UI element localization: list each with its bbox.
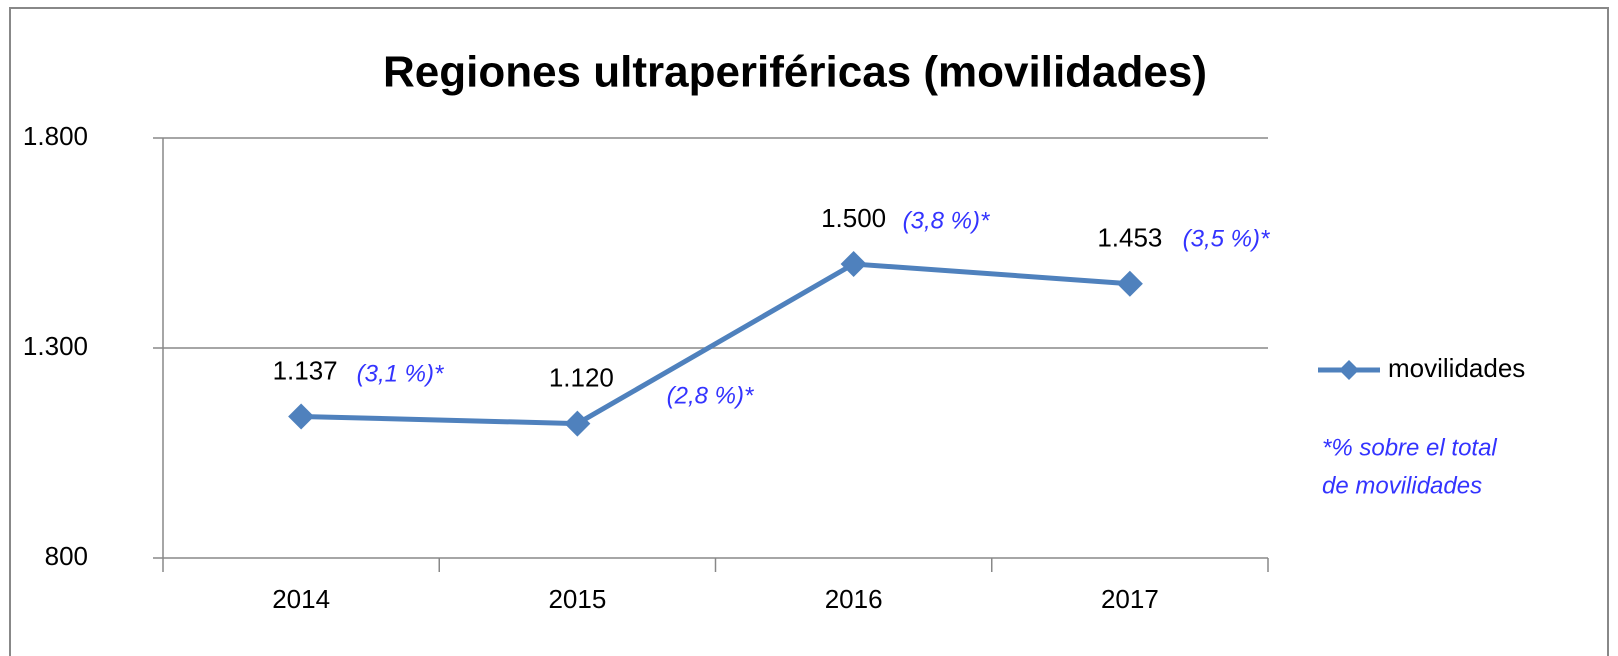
footnote: *% sobre el total xyxy=(1322,434,1497,461)
legend-label: movilidades xyxy=(1388,353,1525,383)
chart-frame xyxy=(9,7,1609,656)
marker xyxy=(1116,270,1143,297)
footnote: de movilidades xyxy=(1322,472,1482,499)
y-tick-label: 1.300 xyxy=(23,331,88,361)
series-line xyxy=(301,261,1131,427)
annotation: (3,5 %)* xyxy=(1183,225,1270,252)
data-label: 1.453 xyxy=(1097,223,1162,253)
chart-title: Regiones ultraperiféricas (movilidades) xyxy=(383,48,1207,97)
marker xyxy=(564,410,591,437)
y-tick-label: 1.800 xyxy=(23,121,88,151)
legend-marker xyxy=(1339,360,1359,380)
y-tick-label: 800 xyxy=(45,541,88,571)
marker xyxy=(840,251,867,277)
x-tick-label: 2014 xyxy=(272,584,330,614)
annotation: (3,8 %)* xyxy=(903,207,990,234)
data-label: 1.137 xyxy=(273,355,338,385)
annotation: (2,8 %)* xyxy=(667,382,754,409)
x-tick-label: 2017 xyxy=(1101,584,1159,614)
annotation: (3,1 %)* xyxy=(357,360,444,387)
marker xyxy=(288,403,315,430)
x-tick-label: 2016 xyxy=(825,584,883,614)
x-tick-label: 2015 xyxy=(548,584,606,614)
data-label: 1.500 xyxy=(821,203,886,233)
data-label: 1.120 xyxy=(549,362,614,392)
